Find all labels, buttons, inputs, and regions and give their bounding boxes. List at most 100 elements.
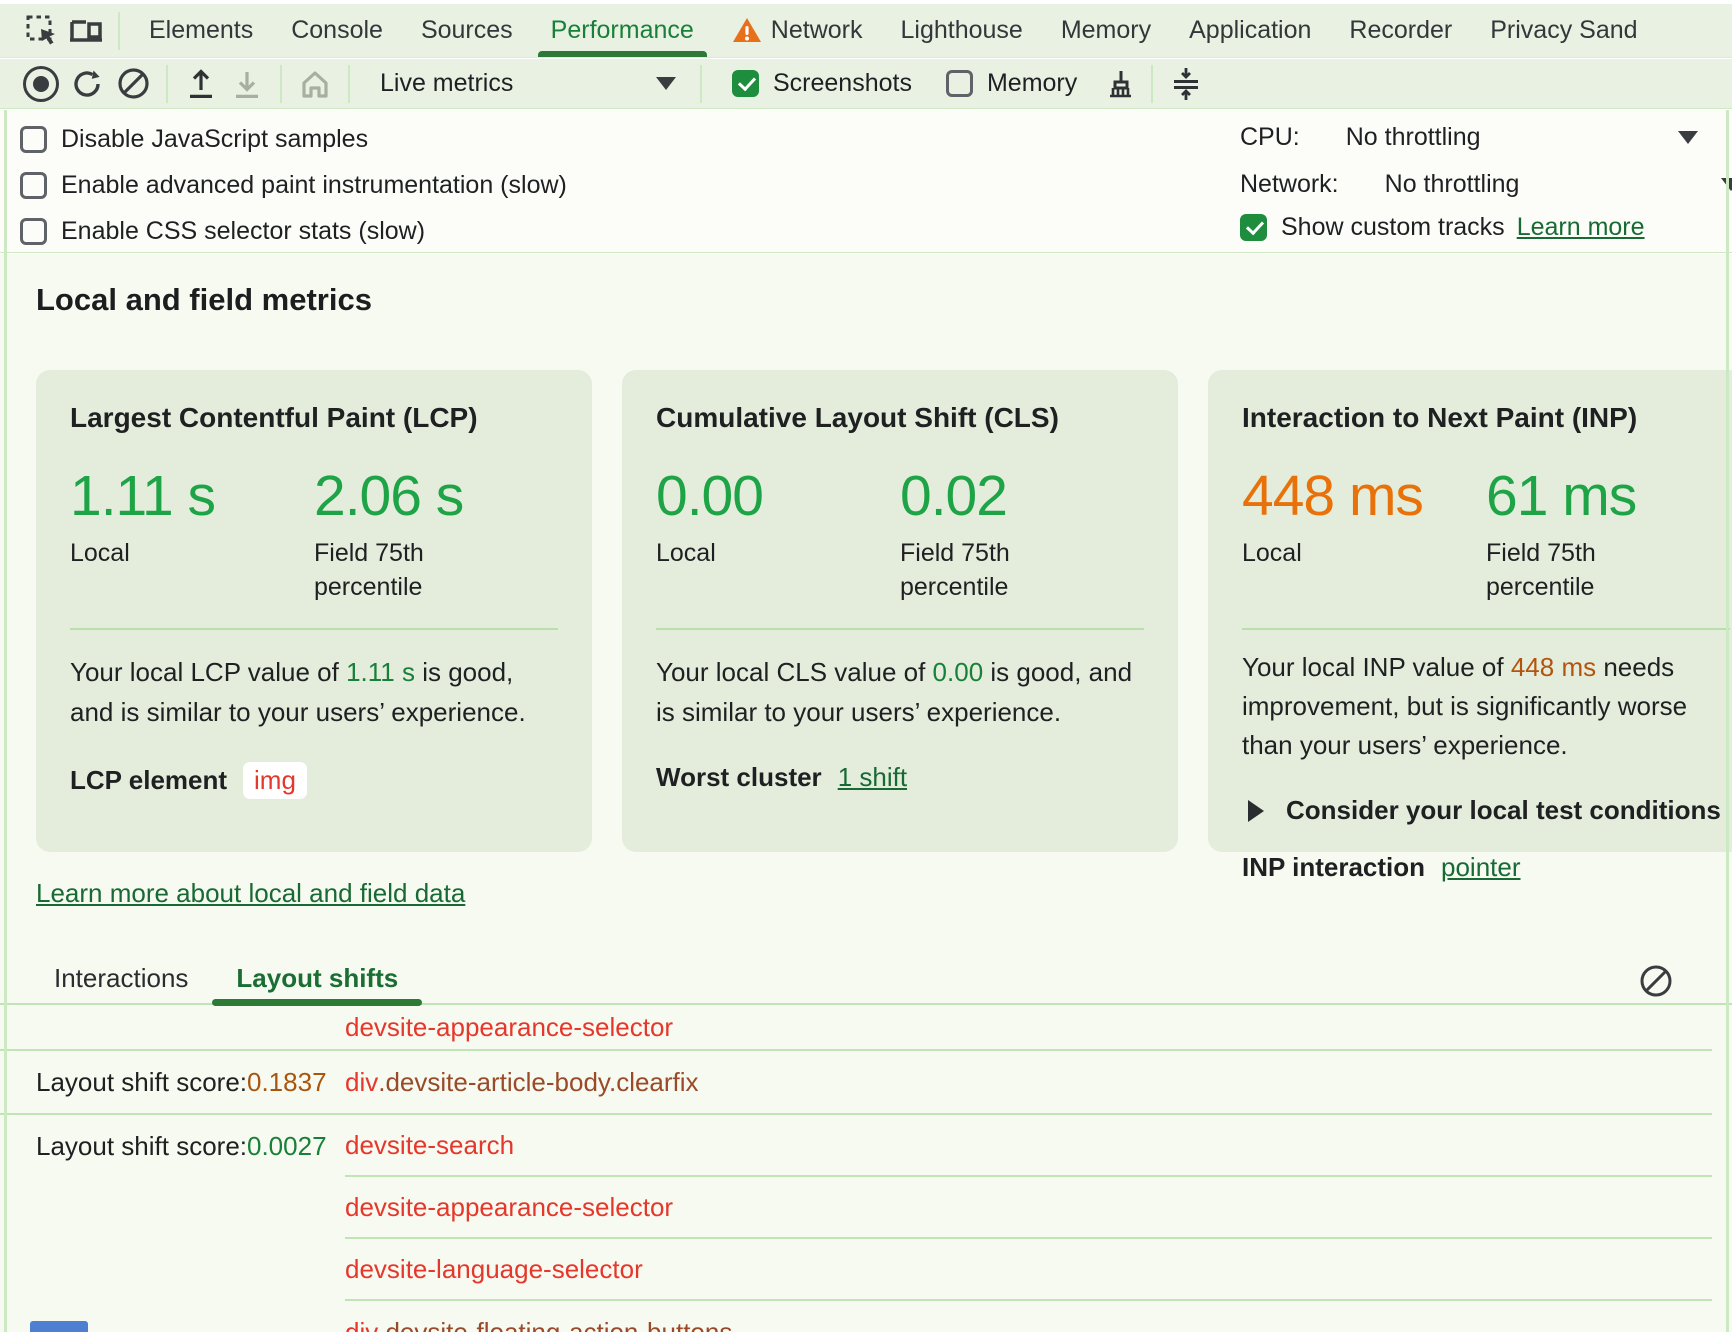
tab-lighthouse[interactable]: Lighthouse: [881, 4, 1041, 58]
tab-elements-label: Elements: [149, 16, 253, 45]
show-custom-tracks-row: Show custom tracks Learn more: [1240, 213, 1645, 242]
inspect-element-icon[interactable]: [20, 9, 64, 53]
element-link[interactable]: devsite-appearance-selector: [345, 1192, 673, 1223]
cls-desc-value: 0.00: [933, 657, 984, 687]
shortcuts-dialog-button[interactable]: [1163, 62, 1209, 106]
reload-and-record-button[interactable]: [64, 62, 110, 106]
tab-sources-label: Sources: [421, 16, 513, 45]
toolbar-divider: [348, 65, 350, 103]
element-link-classes[interactable]: .devsite-article-body.clearfix: [378, 1067, 698, 1098]
shift-score-cell: [0, 1005, 345, 1049]
shift-score-cell: Layout shift score: 0.1837: [0, 1051, 345, 1113]
lcp-field-value: 2.06 s: [314, 466, 534, 526]
upload-icon: [185, 68, 217, 100]
load-profile-button[interactable]: [178, 62, 224, 106]
network-throttling-select[interactable]: Network: No throttling: [1240, 170, 1732, 199]
tab-memory[interactable]: Memory: [1042, 4, 1170, 58]
lcp-field-label: Field 75th percentile: [314, 536, 504, 604]
checkbox-checked-icon: [1240, 214, 1267, 241]
inp-card: Interaction to Next Paint (INP) 448 ms L…: [1208, 370, 1732, 852]
history-select[interactable]: Live metrics: [374, 64, 690, 104]
tab-recorder[interactable]: Recorder: [1330, 4, 1471, 58]
cpu-throttling-select[interactable]: CPU: No throttling: [1240, 123, 1710, 152]
custom-tracks-learn-more-link[interactable]: Learn more: [1517, 213, 1645, 242]
inp-interaction-label: INP interaction: [1242, 852, 1425, 883]
element-link[interactable]: devsite-language-selector: [345, 1254, 643, 1285]
collapse-icon: [1171, 67, 1201, 101]
advanced-paint-label: Enable advanced paint instrumentation (s…: [61, 171, 567, 200]
tab-application[interactable]: Application: [1170, 4, 1330, 58]
tab-interactions[interactable]: Interactions: [30, 952, 212, 1004]
clear-button[interactable]: [110, 62, 156, 106]
record-icon: [23, 66, 59, 102]
advanced-paint-checkbox[interactable]: Enable advanced paint instrumentation (s…: [20, 165, 567, 206]
element-link[interactable]: div: [345, 1067, 378, 1098]
local-and-field-metrics-heading: Local and field metrics: [0, 254, 1732, 318]
tab-performance[interactable]: Performance: [532, 4, 713, 58]
cls-worst-cluster-link[interactable]: 1 shift: [838, 762, 907, 793]
cls-local-label: Local: [656, 536, 846, 570]
css-selector-stats-checkbox[interactable]: Enable CSS selector stats (slow): [20, 211, 567, 252]
shift-element-cell: devsite-appearance-selector: [345, 1177, 1712, 1239]
layout-shift-row: devsite-language-selector: [0, 1239, 1712, 1301]
collect-garbage-button[interactable]: [1095, 62, 1141, 106]
devtools-window: Elements Console Sources Performance Net…: [0, 0, 1732, 1332]
disable-js-samples-checkbox[interactable]: Disable JavaScript samples: [20, 119, 567, 160]
disable-js-samples-label: Disable JavaScript samples: [61, 125, 368, 154]
score-value: 0.1837: [247, 1067, 327, 1098]
element-link-classes[interactable]: .devsite-floating-action-buttons: [378, 1317, 732, 1332]
cls-local-value: 0.00: [656, 466, 876, 526]
panel-right-border: [1726, 110, 1729, 1332]
shift-element-cell: devsite-search: [345, 1115, 1712, 1177]
screenshots-checkbox[interactable]: Screenshots: [732, 69, 912, 98]
chevron-down-icon: [656, 77, 676, 90]
card-divider: [70, 628, 558, 630]
inp-desc-value: 448 ms: [1511, 652, 1596, 682]
inp-local-value: 448 ms: [1242, 466, 1462, 526]
layout-shift-row: devsite-appearance-selector: [0, 1005, 1712, 1051]
element-link[interactable]: devsite-search: [345, 1130, 514, 1161]
score-value: 0.0027: [247, 1131, 327, 1162]
device-toolbar-icon[interactable]: [64, 9, 108, 53]
cpu-throttling-value: No throttling: [1346, 123, 1481, 152]
reload-icon: [71, 68, 103, 100]
tab-sources[interactable]: Sources: [402, 4, 532, 58]
inp-interaction-link[interactable]: pointer: [1441, 852, 1521, 883]
tab-privacy-sandbox[interactable]: Privacy Sand: [1471, 4, 1656, 58]
element-link[interactable]: devsite-appearance-selector: [345, 1012, 673, 1043]
shift-score-cell: Layout shift score: 0.0027: [0, 1115, 345, 1177]
shift-element-cell: devsite-appearance-selector: [345, 1005, 1712, 1049]
screenshots-label: Screenshots: [773, 69, 912, 98]
tab-elements[interactable]: Elements: [130, 4, 272, 58]
tab-network[interactable]: Network: [713, 4, 882, 58]
metric-cards: Largest Contentful Paint (LCP) 1.11 s Lo…: [36, 370, 1702, 852]
layout-shift-row: Layout shift score: 0.1837 div.devsite-a…: [0, 1051, 1712, 1115]
network-label: Network:: [1240, 170, 1339, 199]
score-label: Layout shift score:: [36, 1131, 247, 1162]
toolbar-divider: [118, 12, 120, 50]
memory-checkbox[interactable]: Memory: [946, 69, 1077, 98]
save-profile-button[interactable]: [224, 62, 270, 106]
tab-console[interactable]: Console: [272, 4, 402, 58]
cls-card-title: Cumulative Layout Shift (CLS): [656, 402, 1144, 434]
local-field-data-learn-more-link[interactable]: Learn more about local and field data: [36, 878, 465, 909]
cls-worst-cluster-label: Worst cluster: [656, 762, 822, 793]
tab-network-label: Network: [771, 16, 863, 45]
tab-layout-shifts[interactable]: Layout shifts: [212, 952, 422, 1004]
home-icon: [298, 67, 332, 101]
live-metrics-view: Local and field metrics Largest Contentf…: [0, 254, 1732, 1332]
lcp-element-chip[interactable]: img: [243, 762, 307, 799]
clear-icon: [1638, 963, 1674, 999]
clear-log-button[interactable]: [1634, 959, 1678, 1003]
show-custom-tracks-checkbox[interactable]: Show custom tracks: [1240, 213, 1505, 242]
local-test-conditions-expander[interactable]: Consider your local test conditions: [1248, 795, 1730, 826]
card-divider: [1242, 628, 1730, 630]
record-button[interactable]: [18, 62, 64, 106]
capture-options: Disable JavaScript samples Enable advanc…: [0, 110, 1732, 253]
live-metrics-home-button[interactable]: [292, 62, 338, 106]
toolbar-divider: [166, 65, 168, 103]
element-link[interactable]: div: [345, 1317, 378, 1332]
score-label: Layout shift score:: [36, 1067, 247, 1098]
inp-description: Your local INP value of 448 ms needs imp…: [1242, 648, 1730, 765]
inp-field-value: 61 ms: [1486, 466, 1706, 526]
